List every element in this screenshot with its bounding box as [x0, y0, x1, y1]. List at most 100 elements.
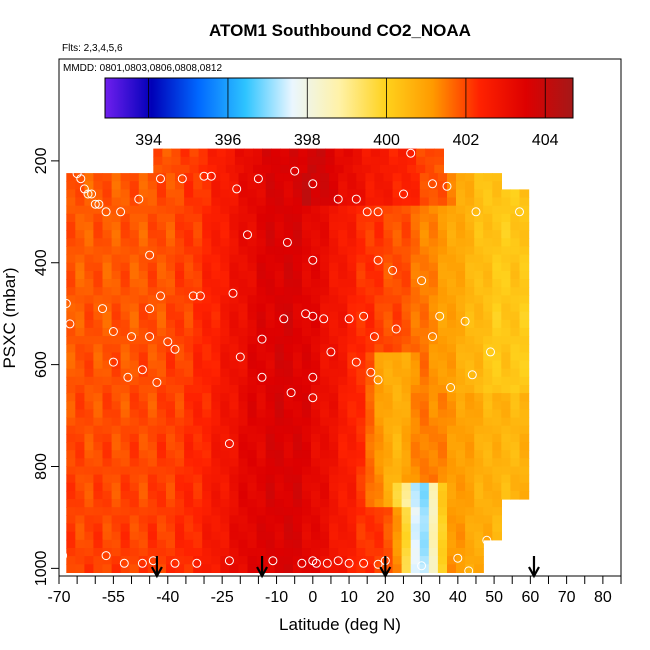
heat-cell — [311, 490, 321, 500]
heat-cell — [229, 270, 240, 280]
heat-cell — [153, 164, 163, 174]
heat-cell — [93, 222, 104, 231]
heat-cell — [274, 254, 285, 264]
heat-cell — [419, 181, 430, 190]
heat-cell — [238, 548, 249, 557]
y-axis-label: PSXC (mbar) — [0, 267, 19, 368]
heat-cell — [129, 254, 140, 264]
heat-cell — [166, 482, 176, 492]
heat-cell — [138, 539, 149, 549]
heat-cell — [66, 417, 76, 427]
heat-cell — [147, 539, 158, 549]
heat-cell — [492, 442, 502, 451]
heat-cell — [202, 474, 212, 484]
heat-cell — [347, 205, 357, 215]
heat-cell — [519, 474, 530, 484]
heat-cell — [93, 499, 104, 508]
heat-cell — [256, 433, 267, 443]
heat-cell — [483, 189, 493, 199]
heat-cell — [75, 181, 85, 190]
heat-cell — [320, 344, 330, 353]
heat-cell — [311, 368, 321, 378]
sample-point — [268, 556, 278, 566]
heat-cell — [410, 246, 421, 256]
heat-cell — [265, 507, 276, 516]
heat-cell — [338, 499, 348, 508]
heat-cell — [428, 466, 439, 476]
heat-cell — [329, 539, 339, 549]
heat-cell — [292, 319, 303, 329]
heat-cell — [238, 181, 249, 190]
heat-cell — [292, 409, 303, 419]
heat-cell — [238, 368, 249, 378]
heat-cell — [456, 173, 466, 182]
heat-cell — [229, 311, 240, 321]
heat-cell — [166, 270, 176, 280]
heat-cell — [383, 474, 394, 484]
heat-cell — [211, 246, 221, 256]
heat-cell — [238, 213, 249, 223]
heat-cell — [202, 222, 212, 231]
heat-cell — [220, 246, 230, 256]
heat-cell — [102, 385, 113, 394]
heat-cell — [166, 189, 176, 199]
heat-cell — [519, 327, 530, 337]
heat-cell — [365, 474, 376, 484]
heat-cell — [437, 254, 448, 264]
heat-cell — [216, 156, 227, 166]
heat-cell — [274, 385, 285, 394]
sample-point — [373, 255, 383, 265]
heat-cell — [501, 189, 511, 199]
heat-cell — [162, 164, 172, 174]
heat-cell — [283, 344, 294, 353]
sample-point — [108, 327, 118, 336]
heat-cell — [211, 189, 221, 199]
heat-cell — [229, 564, 240, 573]
heat-cell — [311, 254, 321, 264]
heat-cell — [401, 490, 412, 500]
heat-cell — [383, 230, 394, 239]
heat-cell — [274, 458, 285, 467]
heat-cell — [166, 385, 176, 394]
heat-cell — [129, 287, 140, 296]
heat-cell — [447, 303, 457, 313]
heat-cell — [102, 213, 113, 223]
heat-cell — [492, 254, 502, 264]
heat-cell — [129, 246, 140, 256]
heat-cell — [447, 246, 457, 256]
heat-cell — [374, 523, 385, 533]
heat-cell — [483, 466, 493, 476]
heat-cell — [84, 181, 95, 190]
heat-cell — [374, 327, 385, 337]
heat-cell — [437, 246, 448, 256]
heat-cell — [428, 458, 439, 467]
heat-cell — [483, 262, 493, 272]
heat-cell — [156, 173, 167, 182]
heat-cell — [238, 238, 249, 247]
heat-cell — [216, 148, 227, 158]
heat-cell — [365, 222, 376, 231]
heat-cell — [193, 450, 203, 459]
heat-cell — [347, 385, 357, 394]
heat-cell — [410, 287, 421, 296]
heat-cell — [392, 401, 403, 410]
heat-cell — [437, 368, 448, 378]
heat-cell — [111, 173, 122, 182]
heat-cell — [238, 311, 249, 321]
heat-cell — [229, 246, 240, 256]
heat-cell — [474, 270, 484, 280]
heat-cell — [301, 344, 312, 353]
heat-cell — [383, 539, 394, 549]
heat-cell — [510, 295, 521, 304]
heat-cell — [129, 458, 140, 467]
heat-cell — [320, 556, 330, 565]
heat-cell — [207, 156, 218, 166]
heat-cell — [383, 499, 394, 508]
heat-cell — [238, 433, 249, 443]
heat-cell — [280, 156, 290, 166]
heat-cell — [383, 262, 394, 272]
heat-cell — [166, 417, 176, 427]
heat-cell — [301, 311, 312, 321]
heat-cell — [343, 164, 354, 174]
heat-cell — [365, 287, 376, 296]
